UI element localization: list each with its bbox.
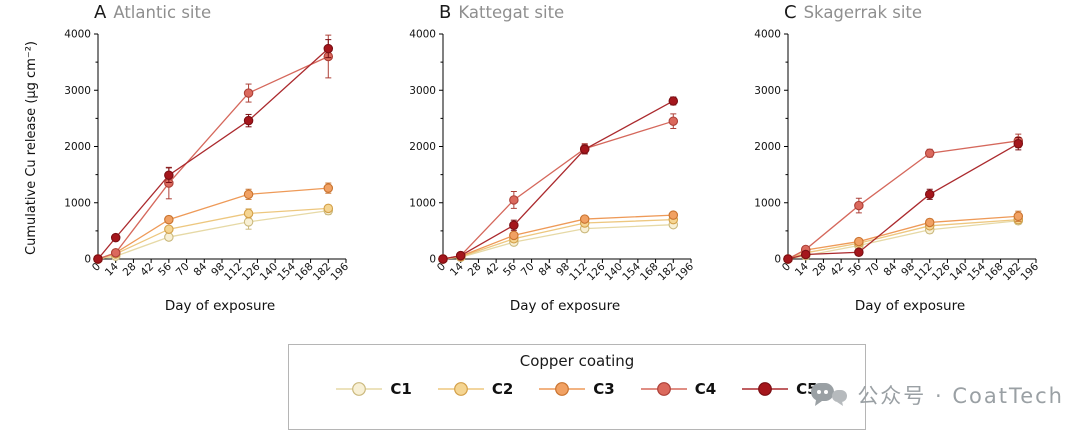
chart-plot-area: 0 14 28 42 56 70 84 981121261401541681821960100… [754,29,1041,284]
series-C2 [783,214,1024,264]
series-C4 [783,133,1024,264]
chart-title: C Skagerrak site [738,2,1048,28]
site-name: Atlantic site [113,3,212,22]
chart-title: A Atlantic site [48,2,358,28]
svg-text:56: 56 [501,260,519,278]
svg-text:3000: 3000 [64,85,91,97]
legend-items: C1 C2 C3 C4 C5 [289,380,865,398]
tick-labels: 0 14 28 42 56 70 84 981121261401541681821960100… [409,29,696,284]
svg-text:1000: 1000 [754,197,781,209]
svg-text:2000: 2000 [64,141,91,153]
series-C5 [438,96,679,264]
legend-label: C3 [593,380,615,398]
svg-text:1000: 1000 [409,197,436,209]
svg-text:14: 14 [793,260,811,278]
axes [94,33,347,263]
chart-title: B Kattegat site [393,2,703,28]
chart-panel-atlantic: A Atlantic site 0 14 28 42 56 70 84 98 112 126 140… [48,2,358,314]
series-C4 [438,113,679,264]
series-marker-icon [539,382,586,396]
x-axis-label: Day of exposure [509,298,621,314]
series-C3 [438,210,679,264]
series-marker-icon [336,382,383,396]
svg-text:28: 28 [811,261,829,279]
site-name: Skagerrak site [803,3,923,22]
svg-text:56: 56 [846,260,864,278]
svg-text:84: 84 [881,260,899,278]
svg-text:70: 70 [864,261,882,279]
svg-text:14: 14 [103,260,121,278]
series-marker-icon [742,382,789,396]
legend-label: C4 [694,380,717,398]
panel-label: C [784,2,797,23]
tick-labels: 0 14 28 42 56 70 84 981121261401541681821960100… [754,29,1041,284]
legend-item-c2: C2 [437,380,514,398]
svg-text:4000: 4000 [64,29,91,41]
svg-text:196: 196 [673,260,696,283]
x-axis-label: Day of exposure [854,298,966,314]
axes [784,33,1037,263]
svg-text:2000: 2000 [409,141,436,153]
x-axis-label: Day of exposure [164,298,276,314]
svg-text:4000: 4000 [409,29,436,41]
legend-title: Copper coating [519,352,635,370]
svg-text:70: 70 [519,261,537,279]
legend-item-c5: C5 [742,380,818,398]
series-C1 [783,216,1024,264]
chat-bubbles-icon [811,383,848,406]
svg-text:28: 28 [466,261,484,279]
series-C5 [783,137,1024,264]
series-C2 [438,214,679,264]
legend-item-c1: C1 [336,380,412,398]
chart-panel-skagerrak: C Skagerrak site 0 14 28 42 56 70 84 98 112 126 14… [738,2,1048,314]
svg-text:3000: 3000 [754,85,781,97]
legend-item-c3: C3 [539,380,615,398]
chart-plot-area: 0 14 28 42 56 70 84 981121261401541681821960100… [409,29,696,284]
legend: Copper coating C1 C2 C3 C4 C5 [288,344,866,430]
svg-text:3000: 3000 [409,85,436,97]
legend-label: C1 [390,380,412,398]
svg-text:4000: 4000 [754,29,781,41]
axes [439,33,692,263]
chart-plot-area: 0 14 28 42 56 70 84 981121261401541681821960100… [64,29,351,284]
series-C5 [93,39,334,264]
watermark-text: 公众号 · CoatTech [857,384,1064,408]
site-name: Kattegat site [458,3,565,22]
svg-text:2000: 2000 [754,141,781,153]
svg-text:42: 42 [483,261,501,279]
legend-label: C2 [491,380,514,398]
svg-text:14: 14 [448,260,466,278]
svg-text:42: 42 [828,261,846,279]
svg-text:1000: 1000 [64,197,91,209]
panel-label: B [439,2,452,23]
svg-text:42: 42 [138,261,156,279]
series-marker-icon [437,382,484,396]
watermark: 公众号 · CoatTech [810,380,1064,410]
svg-text:84: 84 [191,260,209,278]
svg-text:196: 196 [328,260,351,283]
svg-text:0: 0 [429,254,436,266]
svg-text:84: 84 [536,260,554,278]
chart-panel-kattegat: B Kattegat site 0 14 28 42 56 70 84 98 112 126 140… [393,2,703,314]
svg-text:28: 28 [121,261,139,279]
legend-item-c4: C4 [640,380,717,398]
svg-text:56: 56 [156,260,174,278]
svg-text:0: 0 [774,254,781,266]
y-axis-label: Cumulative Cu release (µg cm⁻²) [24,41,39,255]
svg-text:196: 196 [1018,260,1041,283]
series-marker-icon [640,382,687,396]
svg-text:0: 0 [84,254,91,266]
panel-label: A [94,2,107,23]
svg-text:70: 70 [174,261,192,279]
